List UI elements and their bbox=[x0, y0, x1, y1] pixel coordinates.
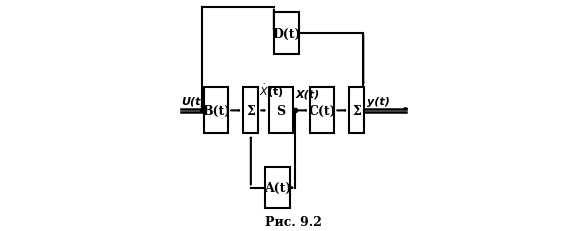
Text: A(t): A(t) bbox=[264, 181, 291, 194]
FancyBboxPatch shape bbox=[310, 88, 335, 134]
Text: $\dot{X}$(t): $\dot{X}$(t) bbox=[259, 82, 284, 99]
Text: Рис. 9.2: Рис. 9.2 bbox=[265, 215, 322, 228]
FancyBboxPatch shape bbox=[204, 88, 228, 134]
Text: U(t): U(t) bbox=[181, 96, 205, 106]
FancyBboxPatch shape bbox=[265, 167, 290, 209]
Text: D(t): D(t) bbox=[272, 27, 301, 40]
Text: X(t): X(t) bbox=[296, 89, 320, 99]
FancyBboxPatch shape bbox=[349, 88, 365, 134]
Text: y(t): y(t) bbox=[367, 96, 390, 106]
FancyBboxPatch shape bbox=[244, 88, 258, 134]
Text: C(t): C(t) bbox=[309, 104, 336, 117]
Text: Σ: Σ bbox=[352, 104, 362, 117]
FancyBboxPatch shape bbox=[274, 13, 299, 55]
Text: S: S bbox=[276, 104, 285, 117]
FancyBboxPatch shape bbox=[269, 88, 293, 134]
Text: B(t): B(t) bbox=[202, 104, 230, 117]
Text: Σ: Σ bbox=[247, 104, 255, 117]
